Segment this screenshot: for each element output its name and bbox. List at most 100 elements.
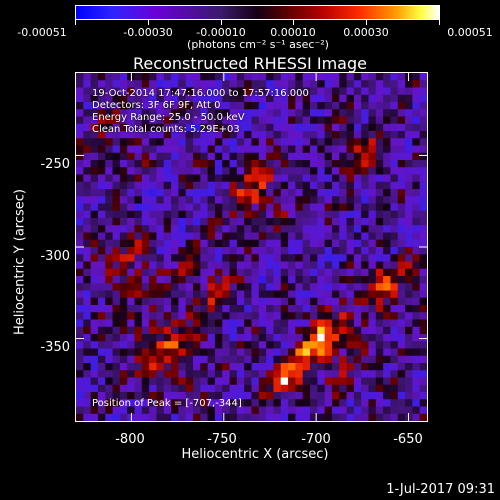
- heatmap-cell: [119, 399, 128, 408]
- heatmap-cell: [200, 239, 209, 248]
- heatmap-cell: [273, 203, 282, 212]
- heatmap-cell: [324, 254, 333, 263]
- heatmap-cell: [368, 283, 377, 292]
- heatmap-cell: [353, 152, 362, 161]
- heatmap-cell: [193, 181, 201, 190]
- heatmap-cell: [141, 181, 150, 190]
- heatmap-cell: [346, 319, 355, 328]
- heatmap-cell: [222, 341, 231, 350]
- heatmap-cell: [76, 247, 84, 255]
- heatmap-cell: [171, 276, 179, 284]
- heatmap-cell: [97, 189, 106, 197]
- heatmap-cell: [244, 196, 253, 205]
- heatmap-cell: [105, 232, 114, 241]
- timestamp: 1-Jul-2017 09:31: [386, 482, 495, 497]
- heatmap-cell: [193, 305, 201, 313]
- heatmap-cell: [127, 406, 136, 415]
- heatmap-cell: [419, 384, 427, 393]
- heatmap-cell: [339, 377, 348, 386]
- heatmap-cell: [244, 123, 253, 132]
- heatmap-cell: [419, 305, 427, 313]
- heatmap-cell: [353, 312, 362, 321]
- heatmap-cell: [368, 370, 377, 379]
- heatmap-cell: [134, 73, 143, 81]
- heatmap-cell: [229, 203, 238, 212]
- heatmap-cell: [339, 181, 348, 190]
- heatmap-cell: [353, 131, 362, 139]
- heatmap-cell: [288, 406, 296, 415]
- heatmap-cell: [310, 80, 318, 89]
- heatmap-cell: [163, 312, 172, 321]
- heatmap-cell: [83, 203, 92, 212]
- heatmap-cell: [397, 399, 406, 408]
- heatmap-cell: [346, 261, 355, 270]
- heatmap-cell: [229, 247, 238, 255]
- heatmap-cell: [397, 87, 406, 96]
- heatmap-cell: [390, 341, 399, 350]
- heatmap-cell: [295, 348, 304, 357]
- heatmap-cell: [412, 370, 421, 379]
- heatmap-cell: [163, 261, 172, 270]
- heatmap-cell: [185, 152, 194, 161]
- heatmap-cell: [310, 116, 318, 125]
- heatmap-cell: [90, 73, 99, 81]
- heatmap-cell: [149, 319, 158, 328]
- heatmap-cell: [171, 305, 179, 313]
- heatmap-cell: [185, 218, 194, 226]
- heatmap-cell: [346, 239, 355, 248]
- heatmap-cell: [375, 297, 384, 306]
- heatmap-cell: [222, 247, 231, 255]
- heatmap-cell: [236, 167, 245, 176]
- heatmap-cell: [127, 283, 136, 292]
- heatmap-cell: [368, 312, 377, 321]
- heatmap-cell: [222, 326, 231, 335]
- heatmap-cell: [236, 87, 245, 96]
- heatmap-cell: [331, 413, 340, 421]
- heatmap-cell: [375, 138, 384, 147]
- heatmap-cell: [222, 218, 231, 226]
- heatmap-cell: [105, 203, 114, 212]
- heatmap-cell: [302, 225, 311, 234]
- heatmap-cell: [419, 174, 427, 183]
- heatmap-cell: [339, 254, 348, 263]
- heatmap-cell: [105, 283, 114, 292]
- heatmap-cell: [83, 254, 92, 263]
- y-tick-label: -300: [40, 249, 70, 264]
- heatmap-cell: [105, 109, 114, 118]
- heatmap-cell: [295, 355, 304, 364]
- heatmap-cell: [324, 413, 333, 421]
- heatmap-cell: [134, 326, 143, 335]
- heatmap-cell: [127, 348, 136, 357]
- heatmap-cell: [134, 413, 143, 421]
- heatmap-cell: [207, 116, 216, 125]
- heatmap-cell: [419, 218, 427, 226]
- heatmap-cell: [105, 363, 114, 371]
- heatmap-cell: [185, 305, 194, 313]
- heatmap-cell: [405, 283, 413, 292]
- heatmap-cell: [302, 392, 311, 400]
- heatmap-cell: [339, 247, 348, 255]
- heatmap-cell: [149, 348, 158, 357]
- heatmap-cell: [412, 392, 421, 400]
- heatmap-cell: [317, 218, 326, 226]
- heatmap-cell: [112, 189, 121, 197]
- heatmap-cell: [244, 297, 253, 306]
- heatmap-cell: [105, 87, 114, 96]
- heatmap-cell: [251, 181, 260, 190]
- heatmap-cell: [193, 341, 201, 350]
- heatmap-cell: [419, 181, 427, 190]
- heatmap-cell: [266, 377, 275, 386]
- heatmap-cell: [339, 355, 348, 364]
- heatmap-cell: [163, 87, 172, 96]
- heatmap-cell: [83, 131, 92, 139]
- heatmap-cell: [412, 102, 421, 110]
- heatmap-cell: [258, 326, 267, 335]
- heatmap-cell: [412, 247, 421, 255]
- heatmap-cell: [346, 203, 355, 212]
- heatmap-cell: [236, 247, 245, 255]
- heatmap-cell: [317, 94, 326, 103]
- heatmap-cell: [302, 218, 311, 226]
- heatmap-cell: [112, 254, 121, 263]
- heatmap-cell: [178, 181, 187, 190]
- heatmap-cell: [251, 399, 260, 408]
